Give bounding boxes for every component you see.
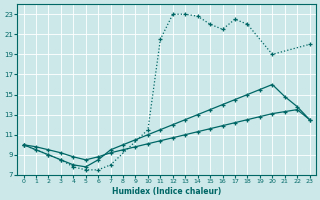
X-axis label: Humidex (Indice chaleur): Humidex (Indice chaleur): [112, 187, 221, 196]
